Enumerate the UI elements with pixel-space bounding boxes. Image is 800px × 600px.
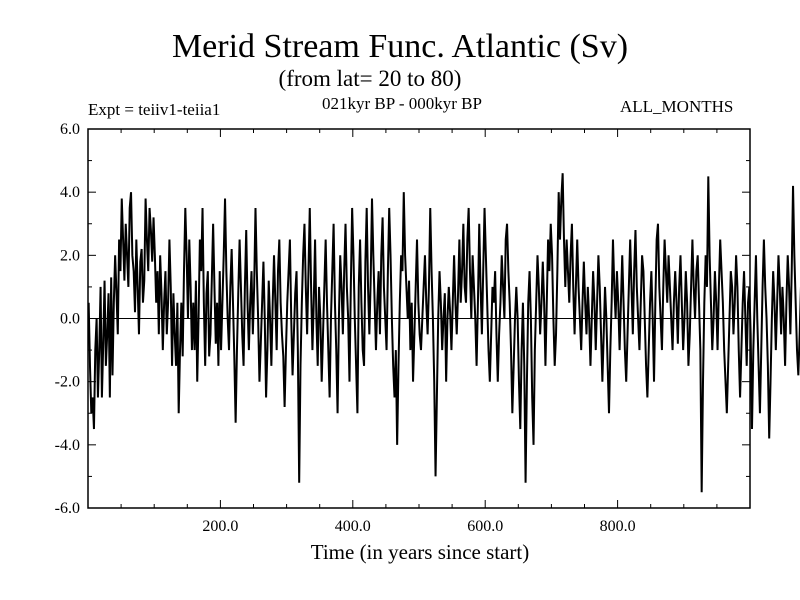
y-tick-label: -6.0 xyxy=(55,500,80,517)
experiment-label: Expt = teiiv1-teiia1 xyxy=(88,100,221,119)
plot-frame xyxy=(87,128,751,509)
x-tick-label: 600.0 xyxy=(467,518,503,535)
chart-title: Merid Stream Func. Atlantic (Sv) xyxy=(171,28,629,65)
axis-tick-labels: -6.0 -4.0 -2.0 0.0 2.0 4.0 6.0 200.0 400.0 600.0 8… xyxy=(55,121,636,535)
y-tick-label: -2.0 xyxy=(55,374,80,391)
x-tick-label: 200.0 xyxy=(202,518,238,535)
x-axis-label: Time (in years since start) xyxy=(310,540,530,564)
x-tick-label: 400.0 xyxy=(335,518,371,535)
x-tick-label: 800.0 xyxy=(600,518,636,535)
y-tick-label: 6.0 xyxy=(60,121,80,138)
months-label: ALL_MONTHS xyxy=(620,97,734,116)
period-label: 021kyr BP - 000kyr BP xyxy=(322,94,482,113)
y-tick-label: -4.0 xyxy=(55,437,80,454)
y-tick-label: 2.0 xyxy=(60,247,80,264)
y-tick-label: 4.0 xyxy=(60,184,80,201)
series-line xyxy=(87,173,800,493)
y-tick-label: 0.0 xyxy=(60,311,80,328)
chart-subtitle: (from lat= 20 to 80) xyxy=(278,66,462,91)
